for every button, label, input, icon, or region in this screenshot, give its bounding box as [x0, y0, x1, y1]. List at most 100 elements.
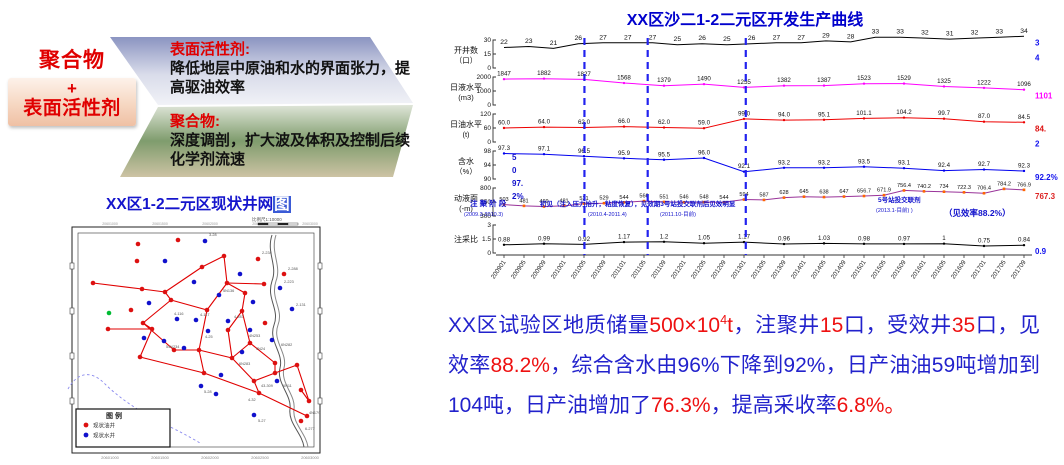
svg-text:33: 33 [896, 29, 904, 36]
svg-text:20602000: 20602000 [201, 455, 220, 460]
svg-text:1847: 1847 [497, 71, 511, 78]
oil-well-dot [137, 354, 143, 360]
svg-text:1325: 1325 [937, 78, 951, 85]
svg-text:93.2: 93.2 [818, 159, 831, 166]
svg-text:756.4: 756.4 [897, 183, 911, 189]
series-daily-liquid: 日液水平(m3)20001000018471882182715681379149… [450, 70, 1053, 109]
surfactant-body: 降低地层中原油和水的界面张力，提高驱油效率 [170, 60, 411, 96]
oil-well-dot [225, 327, 231, 333]
svg-text:1387: 1387 [817, 77, 831, 84]
svg-text:1101: 1101 [1035, 92, 1053, 101]
svg-text:4-117: 4-117 [200, 313, 209, 317]
oil-well-dot [149, 326, 155, 332]
svg-text:60: 60 [484, 125, 492, 132]
water-well-dot [237, 271, 243, 277]
summary-segment: 88.2% [490, 354, 550, 377]
svg-text:92.3: 92.3 [1018, 162, 1031, 169]
svg-text:4-116: 4-116 [174, 312, 183, 316]
svg-text:97.: 97. [512, 179, 523, 188]
water-well-dot [269, 337, 275, 343]
svg-text:200901: 200901 [490, 259, 508, 281]
svg-text:43-309: 43-309 [261, 384, 273, 388]
series-daily-oil: 日油水平(t)12060060.064.062.066.062.059.099.… [450, 109, 1046, 148]
svg-text:1568: 1568 [617, 75, 631, 82]
plus-box: + 表面活性剂 [8, 78, 136, 126]
svg-text:99.7: 99.7 [938, 110, 951, 117]
svg-text:201401: 201401 [790, 259, 808, 281]
svg-text:32: 32 [971, 30, 979, 37]
svg-text:201009: 201009 [590, 259, 608, 281]
svg-text:1.17: 1.17 [618, 234, 631, 241]
svg-text:0: 0 [487, 250, 491, 257]
svg-text:20601500: 20601500 [151, 455, 170, 460]
svg-text:6N283: 6N283 [239, 362, 250, 366]
summary-segment: 76.3% [651, 394, 711, 417]
svg-text:201505: 201505 [870, 259, 888, 281]
injection-pattern-lines [92, 255, 310, 417]
chart-annotations: 注 聚 阶 段 (2009.3-2010.3) 初见（注入压力抬升，粘度恢复），见效… [464, 153, 1011, 218]
svg-text:566: 566 [639, 194, 648, 200]
svg-text:96.0: 96.0 [698, 150, 711, 157]
svg-text:201301: 201301 [730, 259, 748, 281]
svg-text:766.9: 766.9 [1017, 182, 1031, 188]
svg-text:4N253: 4N253 [249, 334, 260, 338]
water-well-dot [216, 292, 222, 298]
summary-segment: ，注聚井 [732, 314, 820, 337]
svg-text:1.05: 1.05 [698, 235, 711, 242]
svg-text:767.3: 767.3 [1035, 192, 1056, 201]
oil-well-dot [262, 320, 268, 326]
water-well-dot [239, 349, 245, 355]
svg-text:734: 734 [939, 184, 948, 190]
svg-text:98: 98 [484, 148, 492, 155]
svg-text:529: 529 [599, 196, 608, 202]
oil-well-dot [221, 253, 227, 259]
svg-text:656.7: 656.7 [857, 189, 871, 195]
svg-text:现状油井: 现状油井 [93, 422, 116, 430]
x-axis-labels: 200901 200905 200909 201001 201005 201009 2011… [490, 255, 1028, 280]
svg-text:2-234: 2-234 [262, 251, 272, 255]
svg-text:(t): (t) [462, 130, 470, 139]
svg-text:101.1: 101.1 [856, 110, 872, 117]
polymer-body: 深度调剖，扩大波及体积及控制后续化学剂流速 [170, 132, 411, 168]
oil-well-dot [304, 413, 310, 419]
svg-text:1.17: 1.17 [738, 234, 751, 241]
svg-text:544: 544 [619, 195, 628, 201]
surfactant-heading: 表面活性剂: [170, 41, 250, 58]
svg-text:54N234: 54N234 [166, 345, 179, 349]
svg-text:201405: 201405 [810, 259, 828, 281]
svg-text:28: 28 [847, 33, 855, 40]
svg-text:201609: 201609 [950, 259, 968, 281]
svg-text:26: 26 [698, 35, 706, 42]
oil-well-dot [255, 256, 261, 262]
svg-text:84.5: 84.5 [1018, 114, 1031, 121]
svg-text:3-28: 3-28 [209, 233, 217, 237]
svg-text:初见（注入压力抬升，粘度恢复），见效期3号站投交联剂后见效明: 初见（注入压力抬升，粘度恢复），见效期3号站投交联剂后见效明显 [540, 199, 736, 208]
svg-text:1.5: 1.5 [482, 236, 491, 243]
green-well-dot [106, 310, 112, 316]
svg-text:22: 22 [500, 39, 508, 46]
svg-text:2-131: 2-131 [296, 303, 306, 307]
svg-text:201101: 201101 [610, 259, 628, 280]
svg-text:1882: 1882 [537, 70, 551, 77]
svg-text:201309: 201309 [770, 259, 788, 281]
svg-text:0.9: 0.9 [1035, 247, 1047, 256]
svg-text:29: 29 [822, 32, 830, 39]
boundary-dashed-line [67, 374, 201, 444]
svg-text:551: 551 [659, 194, 668, 200]
svg-text:2-223: 2-223 [284, 280, 294, 284]
svg-text:3N24: 3N24 [256, 347, 265, 351]
svg-text:5号站投交联剂: 5号站投交联剂 [878, 195, 921, 204]
svg-text:800: 800 [480, 185, 491, 192]
svg-text:20602500: 20602500 [251, 455, 270, 460]
river [269, 234, 309, 448]
oil-well-dot [272, 360, 278, 366]
svg-text:32: 32 [921, 30, 929, 37]
oil-well-dot [134, 258, 140, 264]
oil-well-dot [196, 347, 202, 353]
svg-text:3: 3 [1035, 38, 1040, 47]
svg-text:15: 15 [484, 51, 492, 58]
svg-text:638: 638 [819, 190, 828, 196]
summary-segment: 500×10 [649, 314, 721, 337]
svg-text:1490: 1490 [697, 76, 711, 83]
summary-segment: XX区试验区地质储量 [448, 314, 650, 337]
